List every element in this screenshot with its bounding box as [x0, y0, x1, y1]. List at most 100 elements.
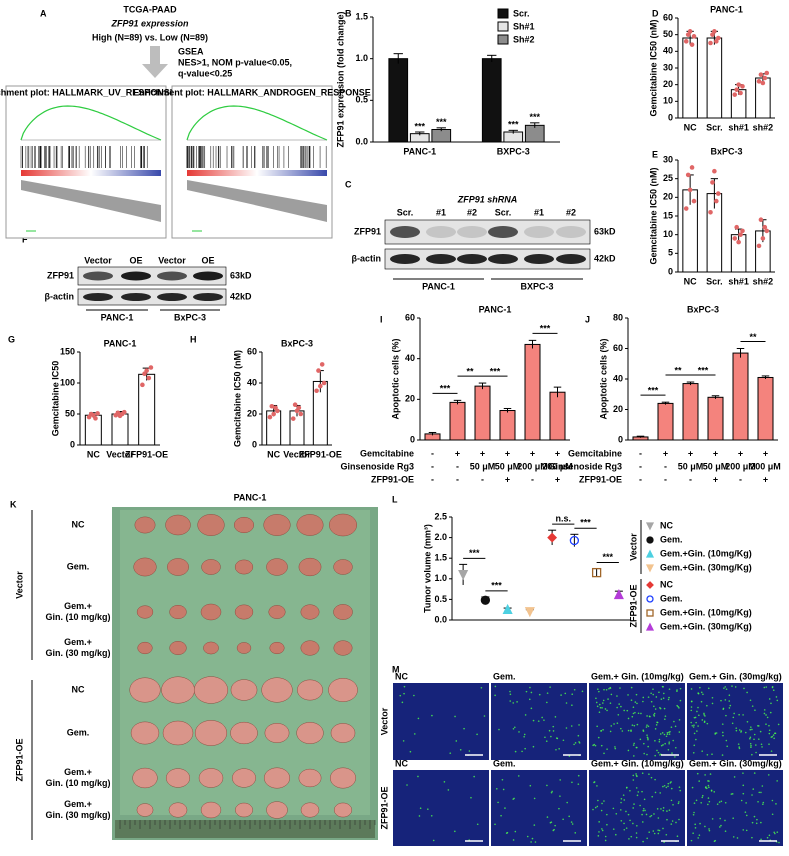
bar [707, 396, 724, 441]
tumor [136, 803, 154, 817]
sig-label: *** [529, 112, 540, 122]
ihc-signal [721, 754, 724, 756]
ihc-signal [704, 715, 706, 717]
y-tick-label: 20 [613, 404, 623, 414]
ihc-signal [639, 804, 641, 807]
ihc-signal [660, 698, 663, 700]
ihc-signal [708, 828, 710, 830]
x-tick-label: PANC-1 [403, 146, 436, 156]
ihc-signal [657, 751, 660, 754]
blot-group: BxPC-3 [174, 312, 206, 322]
sig-label: *** [440, 384, 451, 394]
y-tick-label: 1.0 [355, 53, 368, 63]
ihc-signal [656, 808, 659, 810]
condition-value: - [456, 474, 459, 484]
lane-label: Scr. [495, 207, 512, 217]
blot-band [426, 254, 456, 264]
ihc-signal [650, 692, 652, 695]
data-point [738, 232, 743, 237]
ihc-signal [731, 685, 733, 687]
y-tick-label: 40 [663, 46, 673, 56]
ihc-signal [627, 749, 630, 752]
ihc-signal [710, 789, 713, 792]
ihc-signal [666, 818, 668, 821]
y-axis-label: Gemcitabine IC50 [50, 361, 60, 437]
condition-label: Ginsenoside Rg3 [548, 461, 622, 471]
ihc-signal [701, 750, 703, 752]
ihc-signal [646, 753, 648, 756]
ihc-signal [521, 750, 523, 753]
ihc-signal [654, 754, 656, 757]
ihc-signal [706, 753, 709, 756]
ihc-signal [573, 743, 575, 746]
ihc-signal [629, 819, 631, 822]
gsea-rank-bar [21, 170, 161, 176]
ihc-signal [693, 811, 695, 814]
ihc-signal [625, 827, 628, 829]
ihc-signal [652, 688, 654, 691]
ihc-signal [616, 706, 618, 709]
ihc-signal [447, 789, 450, 791]
ihc-signal [723, 687, 725, 689]
ihc-signal [473, 775, 475, 778]
ihc-signal [656, 749, 658, 752]
ihc-signal [599, 706, 602, 709]
sig-label: *** [508, 120, 519, 130]
condition-value: - [639, 474, 642, 484]
data-point [758, 72, 764, 77]
ihc-signal [672, 803, 674, 806]
ihc-signal [630, 835, 633, 838]
ihc-signal [512, 702, 515, 704]
ihc-signal [679, 699, 682, 702]
sig-label: n.s. [555, 514, 571, 524]
ihc-signal [647, 745, 649, 748]
ihc-signal [670, 787, 673, 790]
ihc-signal [644, 809, 646, 812]
ihc-signal [632, 807, 635, 809]
blot-size: 42kD [594, 253, 616, 263]
ihc-signal [729, 704, 732, 707]
ihc-signal [692, 726, 695, 728]
ihc-signal [634, 701, 637, 703]
y-tick-label: 2.5 [434, 511, 447, 521]
ihc-signal [596, 785, 598, 787]
ihc-signal [732, 836, 735, 838]
ihc-signal [658, 829, 661, 832]
ihc-signal [568, 815, 570, 818]
ihc-signal [751, 821, 754, 824]
ihc-signal [720, 699, 722, 702]
ihc-signal [418, 815, 421, 817]
ihc-signal [571, 704, 573, 707]
ihc-signal [512, 727, 515, 730]
condition-value: + [505, 448, 510, 458]
panel-label: C [345, 179, 352, 189]
ihc-signal [667, 698, 670, 701]
legend-label: Gem.+Gin. (10mg/Kg) [660, 607, 752, 617]
ihc-signal [645, 813, 648, 816]
ihc-signal [760, 743, 763, 746]
data-point [738, 90, 743, 96]
legend-swatch [497, 34, 509, 45]
ihc-signal [718, 801, 721, 803]
tumor [296, 514, 324, 536]
ihc-signal [514, 750, 517, 753]
ihc-signal [598, 711, 601, 714]
data-point [762, 224, 768, 230]
ihc-signal [703, 720, 706, 723]
row-label: Gin. (30 mg/kg) [45, 648, 110, 658]
ihc-signal [658, 691, 660, 694]
ihc-signal [642, 807, 645, 810]
tumor [333, 802, 353, 818]
lane-label: #1 [534, 207, 544, 217]
sig-label: *** [491, 580, 502, 590]
bar [682, 383, 699, 441]
ihc-signal [724, 699, 727, 701]
row-label: Gem.+ [64, 601, 92, 611]
data-point [689, 42, 695, 47]
ihc-signal [570, 821, 573, 823]
ihc-signal [578, 741, 580, 743]
ihc-signal [417, 775, 419, 778]
legend-marker [645, 549, 655, 558]
ihc-signal [637, 712, 640, 715]
